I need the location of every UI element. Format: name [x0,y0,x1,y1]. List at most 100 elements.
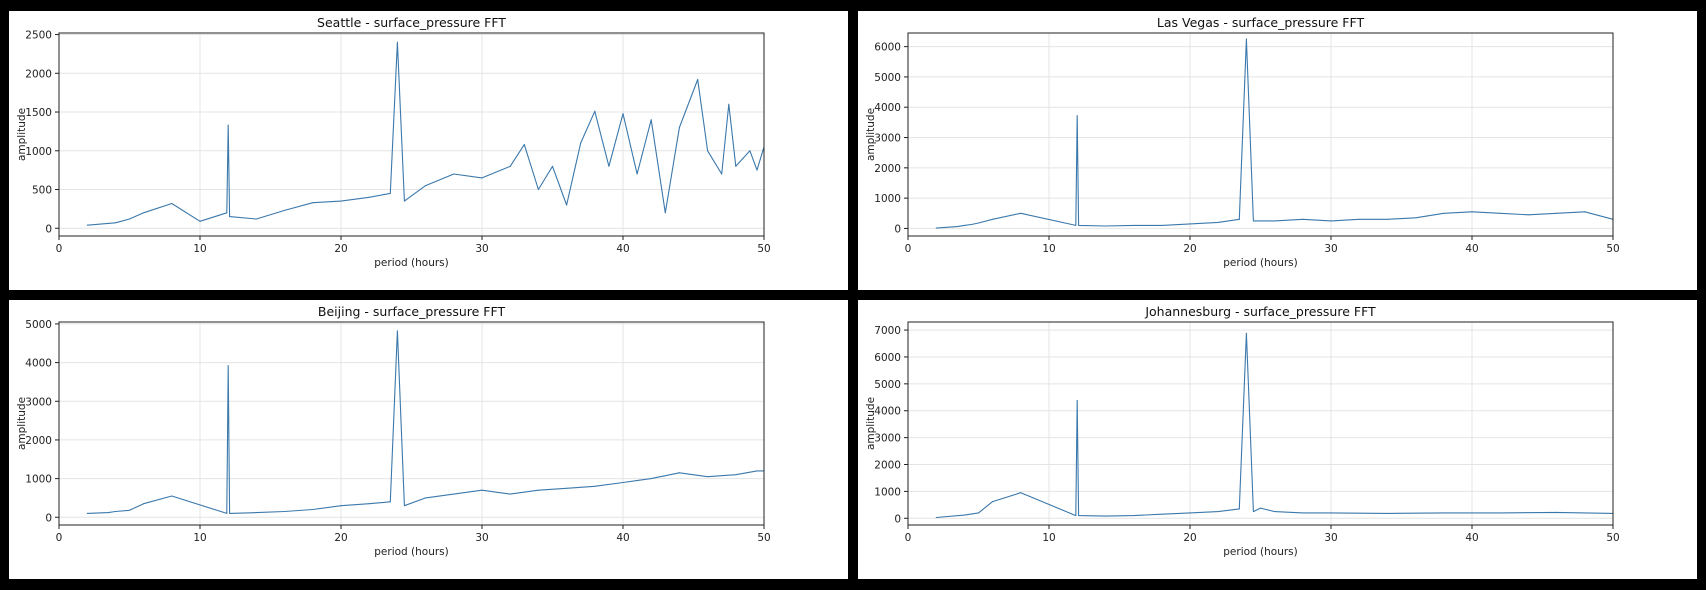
data-point [1499,512,1501,514]
data-point [1133,515,1135,517]
y-tick-label: 7000 [874,325,901,337]
data-point [481,489,483,491]
y-tick-label: 3000 [874,133,901,145]
data-point [1499,212,1501,214]
data-point [1386,218,1388,220]
data-point [1238,508,1240,510]
x-axis-label: period (hours) [1223,546,1298,558]
data-point [86,224,88,226]
data-point [1274,511,1276,513]
y-tick-label: 1000 [25,474,52,486]
data-point [756,169,758,171]
plot-frame [58,32,765,237]
data-point [229,512,231,514]
data-point [227,124,229,126]
x-tick-label: 20 [334,532,347,544]
data-point [1161,513,1163,515]
y-tick-label: 4000 [874,406,901,418]
data-point [1471,211,1473,213]
data-point [114,222,116,224]
data-point [368,196,370,198]
y-tick-label: 3000 [25,396,52,408]
data-point [963,224,965,226]
x-axis-label: period (hours) [1223,257,1298,269]
data-point [1358,218,1360,220]
y-tick-label: 5000 [874,379,901,391]
chart-las-vegas: 0 10 20 30 40 50 0 1000 2000 3000 4000 5000 6000 Las … [865,15,1620,269]
data-point [756,470,758,472]
x-tick-label: 20 [1183,243,1196,255]
data-point [340,200,342,202]
data-point [650,119,652,121]
x-tick-label: 0 [905,243,912,255]
plot-frame [58,321,765,526]
data-point [1584,211,1586,213]
data-point [1443,512,1445,514]
plot-frame [907,32,1614,237]
data-point [697,78,699,80]
chart-title: Beijing - surface_pressure FFT [318,304,506,319]
data-point [509,493,511,495]
data-point [312,202,314,204]
y-tick-label: 5000 [25,319,52,331]
data-point [1075,224,1077,226]
y-tick-label: 1000 [874,193,901,205]
data-point [678,472,680,474]
data-point [389,192,391,194]
data-point [1330,220,1332,222]
data-point [453,493,455,495]
data-point [1527,214,1529,216]
y-tick-label: 2000 [25,68,52,80]
data-point [1189,223,1191,225]
x-tick-label: 10 [1042,532,1055,544]
x-tick-label: 40 [616,532,629,544]
series-line [87,41,765,226]
series-line [936,38,1614,229]
x-tick-label: 10 [1042,243,1055,255]
data-point [956,226,958,228]
data-point [1302,218,1304,220]
data-point [403,505,405,507]
data-point [1245,38,1247,40]
y-tick-label: 5000 [874,72,901,84]
data-point [992,501,994,503]
data-point [1260,507,1261,509]
chart-panel-las-vegas: 0 10 20 30 40 50 0 1000 2000 3000 4000 5000 6000 Las … [858,11,1697,290]
y-tick-label: 1500 [25,107,52,119]
data-point [396,330,398,332]
chart-title: Seattle - surface_pressure FFT [317,15,506,30]
data-point [1078,224,1080,226]
data-point [509,165,511,167]
data-point [1076,115,1078,117]
data-point [566,204,568,206]
x-tick-label: 40 [616,243,629,255]
data-point [935,516,937,518]
data-point [1104,225,1106,227]
data-point [552,165,553,167]
data-point [523,144,525,146]
x-tick-label: 50 [757,532,770,544]
y-tick-label: 4000 [25,358,52,370]
data-point [608,165,610,167]
data-point [735,474,737,476]
data-point [129,218,130,220]
chart-beijing: 0 10 20 30 40 50 0 1000 2000 3000 4000 5000 Beijing … [16,304,771,558]
y-tick-label: 4000 [874,102,901,114]
data-point [1104,515,1106,517]
data-point [1556,511,1558,513]
x-tick-label: 10 [193,243,206,255]
y-tick-label: 2000 [25,435,52,447]
data-point [537,489,539,491]
data-point [970,223,972,225]
data-point [1238,218,1240,220]
data-point [481,177,483,179]
data-point [425,497,427,499]
data-point [1020,212,1022,214]
y-tick-label: 2500 [25,30,52,42]
data-point [1330,512,1332,514]
y-axis-label: amplitude [16,397,28,450]
x-tick-label: 20 [334,243,347,255]
y-axis-label: amplitude [865,108,877,161]
y-tick-label: 0 [894,513,901,525]
data-point [1078,515,1080,517]
